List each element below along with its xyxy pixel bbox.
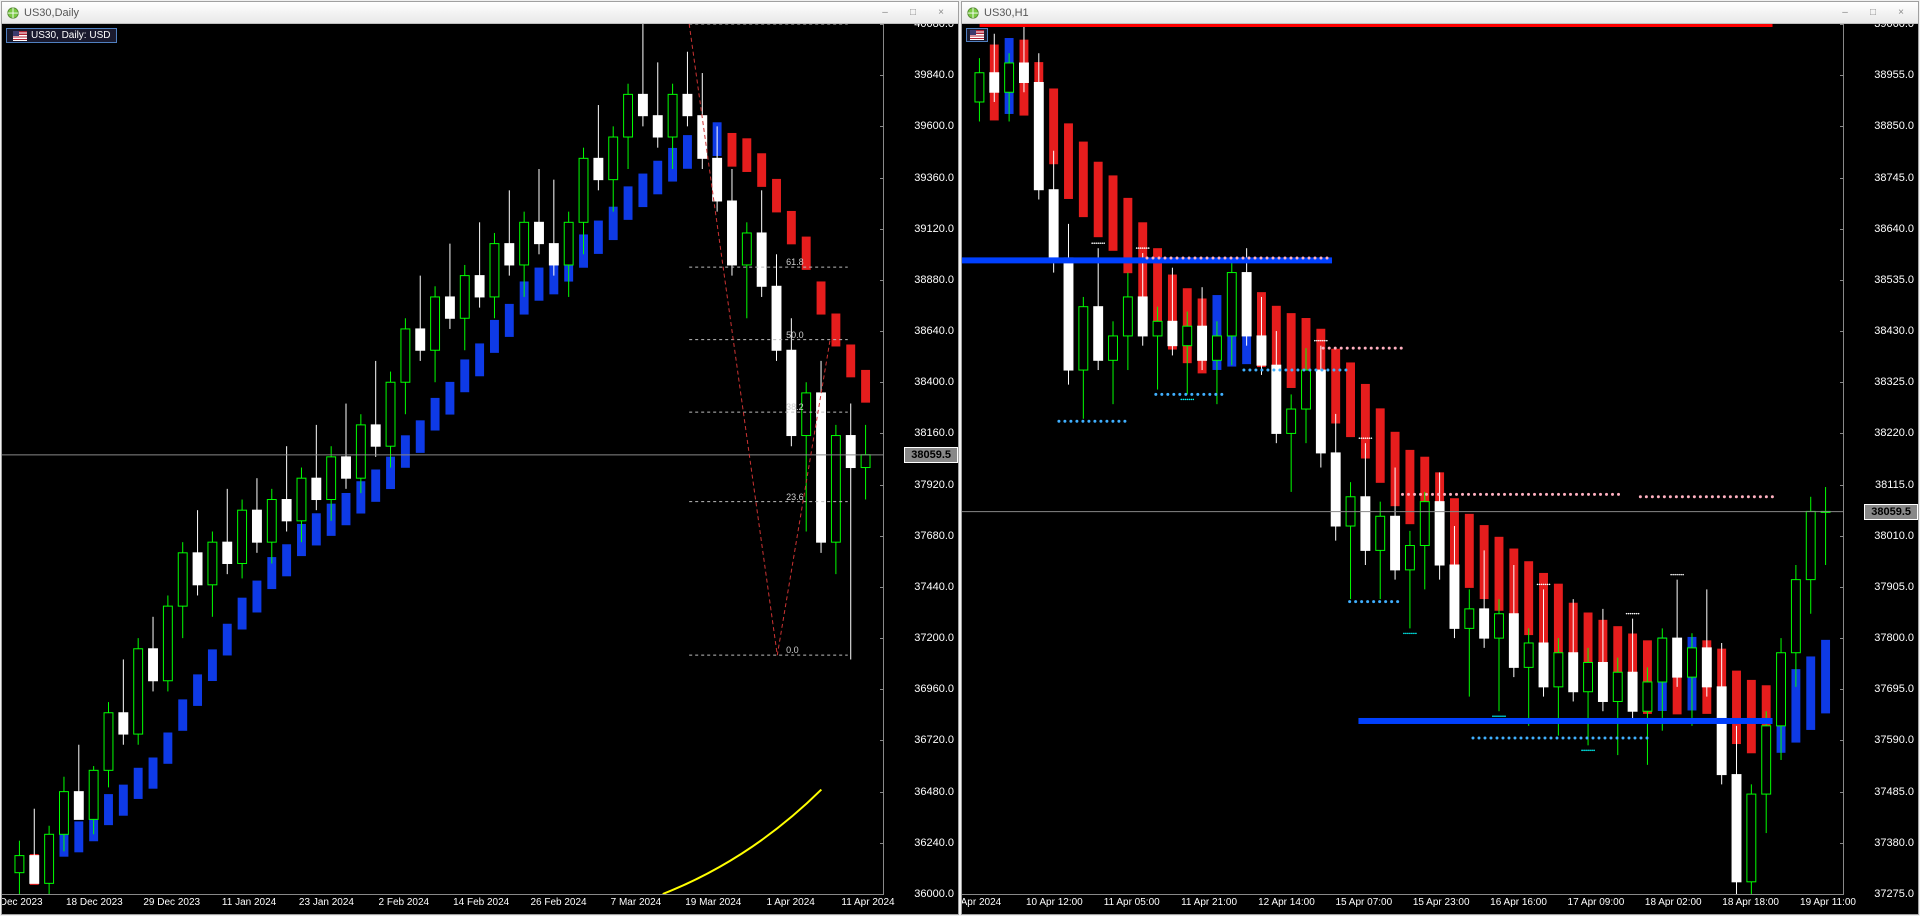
window-title: US30,H1: [984, 7, 1832, 19]
y-axis-label: 38430.0: [1874, 325, 1914, 337]
y-axis-label: 39060.0: [1874, 24, 1914, 30]
minimize-button[interactable]: –: [872, 5, 898, 21]
x-axis-label: 9 Apr 2024: [962, 897, 1001, 908]
y-axis-label: 37380.0: [1874, 837, 1914, 849]
y-axis-label: 40080.0: [914, 24, 954, 30]
x-axis-label: 6 Dec 2023: [2, 897, 43, 908]
x-axis-label: 23 Jan 2024: [299, 897, 354, 908]
current-price-tag: 38059.5: [1864, 504, 1918, 520]
x-axis-label: 17 Apr 09:00: [1568, 897, 1625, 908]
symbol-badge: US30, Daily: USD: [6, 28, 117, 43]
y-axis-label: 37275.0: [1874, 888, 1914, 900]
x-axis-label: 18 Dec 2023: [66, 897, 123, 908]
y-axis-label: 37200.0: [914, 632, 954, 644]
fib-level-label: 23.6: [786, 492, 804, 502]
x-axis-label: 19 Apr 11:00: [1800, 897, 1856, 908]
y-axis-label: 39360.0: [914, 172, 954, 184]
x-axis-label: 11 Apr 21:00: [1181, 897, 1237, 908]
window-titlebar[interactable]: US30,Daily – □ ×: [2, 2, 958, 24]
fib-level-label: 38.2: [786, 402, 804, 412]
window-controls: – □ ×: [872, 5, 954, 21]
close-button[interactable]: ×: [928, 5, 954, 21]
maximize-button[interactable]: □: [1860, 5, 1886, 21]
y-axis-label: 37680.0: [914, 530, 954, 542]
y-axis-label: 37485.0: [1874, 786, 1914, 798]
symbol-badge: [966, 28, 988, 42]
window-title: US30,Daily: [24, 7, 872, 19]
window-controls: – □ ×: [1832, 5, 1914, 21]
x-axis-label: 11 Jan 2024: [222, 897, 276, 908]
y-axis-label: 38640.0: [1874, 223, 1914, 235]
y-axis-label: 38010.0: [1874, 530, 1914, 542]
x-axis-label: 14 Feb 2024: [453, 897, 509, 908]
window-titlebar[interactable]: US30,H1 – □ ×: [962, 2, 1918, 24]
x-axis-label: 2 Feb 2024: [379, 897, 430, 908]
badge-text: US30, Daily: USD: [31, 30, 110, 41]
y-axis-label: 37590.0: [1874, 734, 1914, 746]
y-axis-label: 38115.0: [1875, 479, 1914, 491]
x-axis-label: 18 Apr 18:00: [1722, 897, 1779, 908]
x-axis-label: 16 Apr 16:00: [1490, 897, 1547, 908]
y-axis-label: 38880.0: [914, 274, 954, 286]
y-axis-label: 38535.0: [1874, 274, 1914, 286]
x-axis-label: 1 Apr 2024: [766, 897, 814, 908]
x-axis-label: 15 Apr 07:00: [1335, 897, 1392, 908]
x-axis-label: 29 Dec 2023: [143, 897, 200, 908]
fib-level-label: 61.8: [786, 257, 804, 267]
x-axis-label: 18 Apr 02:00: [1645, 897, 1702, 908]
x-axis-label: 26 Feb 2024: [530, 897, 586, 908]
y-axis-label: 37800.0: [1874, 632, 1914, 644]
y-axis-label: 38400.0: [914, 376, 954, 388]
current-price-tag: 38059.5: [904, 447, 958, 463]
y-axis-label: 37905.0: [1874, 581, 1914, 593]
x-axis-label: 19 Mar 2024: [685, 897, 741, 908]
fib-level-label: 0.0: [786, 645, 799, 655]
y-axis-label: 39840.0: [914, 69, 954, 81]
minimize-button[interactable]: –: [1832, 5, 1858, 21]
flag-icon: [970, 30, 984, 40]
x-axis-label: 7 Mar 2024: [611, 897, 662, 908]
y-axis-label: 38745.0: [1874, 172, 1914, 184]
y-axis-label: 38325.0: [1874, 376, 1914, 388]
close-button[interactable]: ×: [1888, 5, 1914, 21]
x-axis-label: 10 Apr 12:00: [1026, 897, 1083, 908]
x-axis-label: 15 Apr 23:00: [1413, 897, 1470, 908]
y-axis-label: 38850.0: [1874, 120, 1914, 132]
left-chart-window: US30,Daily – □ × 40080.0 39840.0 39600.0 39…: [1, 1, 959, 915]
y-axis-label: 39120.0: [914, 223, 954, 235]
app-icon: [966, 6, 980, 20]
flag-icon: [13, 31, 27, 41]
fib-level-label: 50.0: [786, 330, 804, 340]
y-axis-label: 37920.0: [914, 479, 954, 491]
y-axis-label: 36720.0: [914, 734, 954, 746]
y-axis-label: 36240.0: [914, 837, 954, 849]
y-axis-label: 37440.0: [914, 581, 954, 593]
y-axis-label: 36000.0: [914, 888, 954, 900]
y-axis-label: 38955.0: [1874, 69, 1914, 81]
maximize-button[interactable]: □: [900, 5, 926, 21]
y-axis-label: 38220.0: [1874, 427, 1914, 439]
y-axis-label: 37695.0: [1874, 683, 1914, 695]
chart-canvas[interactable]: 39060.0 38955.0 38850.0 38745.0 38640.0 38535…: [962, 24, 1918, 914]
x-axis-label: 11 Apr 2024: [841, 897, 894, 908]
y-axis-label: 39600.0: [914, 120, 954, 132]
y-axis-label: 36960.0: [914, 683, 954, 695]
y-axis-label: 38160.0: [914, 427, 954, 439]
right-chart-window: US30,H1 – □ × 39060.0 38955.0 38850.0 38745…: [961, 1, 1919, 915]
app-icon: [6, 6, 20, 20]
chart-canvas[interactable]: 40080.0 39840.0 39600.0 39360.0 39120.0 38880…: [2, 24, 958, 914]
x-axis-label: 12 Apr 14:00: [1258, 897, 1315, 908]
x-axis-label: 11 Apr 05:00: [1104, 897, 1160, 908]
y-axis-label: 38640.0: [914, 325, 954, 337]
y-axis-label: 36480.0: [914, 786, 954, 798]
